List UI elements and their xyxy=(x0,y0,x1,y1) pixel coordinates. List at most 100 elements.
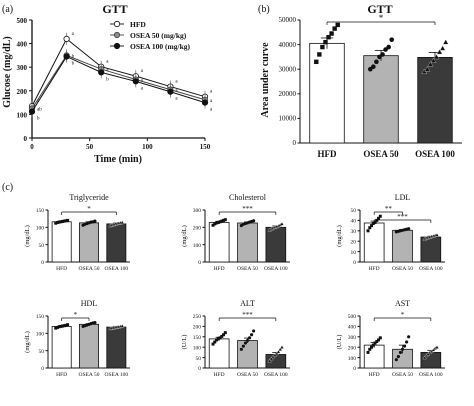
gtt_auc-data-point xyxy=(386,44,391,50)
ldl-ytick-label: 50 xyxy=(351,208,357,214)
ldl-data-point xyxy=(378,214,382,218)
alt-data-point xyxy=(223,331,227,335)
gtt_auc-data-point xyxy=(320,44,325,50)
hdl-title: HDL xyxy=(81,299,98,308)
cholesterol-title: Cholesterol xyxy=(229,193,267,202)
triglyceride-category-label: OSEA 50 xyxy=(79,266,100,272)
gtt_auc-ytick-label: 0 xyxy=(293,139,297,147)
ast-data-point xyxy=(422,355,427,360)
gtt_auc-sig-label: * xyxy=(379,13,384,23)
gtt_auc-data-point xyxy=(374,59,379,65)
ldl-ytick-label: 40 xyxy=(351,219,357,225)
hdl-bar-osea-50 xyxy=(79,323,99,369)
gtt-line-sig-letter: a xyxy=(210,99,213,104)
ldl-chart: LDL (mg/dL) 0 10 20 30 40 50 HFD OSEA 50 OSEA 100 *… xyxy=(336,193,445,272)
ldl-data-point xyxy=(368,226,372,230)
cholesterol-data-point xyxy=(213,222,217,226)
gtt-line-point xyxy=(201,99,209,106)
ast-ytick-label: 400 xyxy=(348,325,357,331)
alt-data-point xyxy=(250,333,254,337)
alt-ylabel: (U/L) xyxy=(181,335,188,350)
gtt-line-ytick-label: 200 xyxy=(17,88,28,96)
gtt-line-ytick-label: 500 xyxy=(17,17,28,25)
cholesterol-data-point xyxy=(222,218,226,222)
gtt-line-sig-letter: a xyxy=(175,97,178,102)
triglyceride-data-point xyxy=(120,220,125,225)
cholesterol-bar-osea-100 xyxy=(265,226,287,263)
ast-category-label: OSEA 100 xyxy=(419,372,443,378)
legend-marker-osea-50-mg-kg xyxy=(113,31,121,39)
triglyceride-title: Triglyceride xyxy=(69,193,109,202)
alt-ytick-label: 100 xyxy=(193,345,202,351)
gtt-line-sig-letter: a xyxy=(106,68,109,73)
cholesterol-ytick-label: 300 xyxy=(193,208,202,214)
gtt-line-sig-letter: a xyxy=(106,60,109,65)
cholesterol-ytick-label: 200 xyxy=(193,226,202,232)
cholesterol-ytick-label: 0 xyxy=(198,260,201,266)
ldl-bar-hfd xyxy=(363,222,385,263)
gtt-line-xtick-label: 150 xyxy=(200,143,211,151)
alt-data-point xyxy=(269,356,274,361)
gtt_auc-data-point xyxy=(424,66,431,72)
ast-ytick-label: 200 xyxy=(348,345,357,351)
ast-data-point xyxy=(366,350,370,354)
gtt-line-point xyxy=(28,108,36,115)
hdl-data-point xyxy=(93,321,97,325)
cholesterol-data-point xyxy=(216,220,220,224)
ast-data-point xyxy=(398,350,403,354)
ast-data-point xyxy=(371,343,375,347)
gtt-line-sig-letter: b xyxy=(72,62,75,67)
alt-ytick-label: 200 xyxy=(193,325,202,331)
gtt-line-sig-letter: b xyxy=(106,77,109,82)
gtt-line-sig-letter: ab xyxy=(37,108,42,113)
ast-bar-hfd xyxy=(363,344,385,369)
gtt-line-series-osea-50-mg-kg xyxy=(31,54,206,109)
gtt-line-point xyxy=(63,53,70,60)
triglyceride-data-point xyxy=(59,220,63,224)
hdl-data-point xyxy=(57,325,61,329)
alt-data-point xyxy=(247,336,252,340)
alt-data-point xyxy=(216,337,220,341)
ldl-data-point xyxy=(377,216,381,220)
ast-data-point xyxy=(434,345,440,349)
legend-marker-osea-100-mg-kg xyxy=(113,42,121,50)
gtt_auc-category-label: OSEA 50 xyxy=(363,149,399,159)
ast-ytick-label: 500 xyxy=(348,314,357,320)
hdl-ytick-label: 100 xyxy=(36,332,45,338)
gtt-line-sig-letter: b xyxy=(37,117,40,122)
ldl-sig-label: ** xyxy=(385,205,393,213)
triglyceride-bar-hfd xyxy=(51,221,72,263)
gtt-line-chart: GTT Glucose (mg/dL) Time (min) 0 100 200 30… xyxy=(2,2,213,165)
ast-data-point xyxy=(370,345,374,349)
gtt_auc-ytick-label: 20000 xyxy=(279,90,297,98)
cholesterol-data-point xyxy=(211,223,215,227)
hdl-ytick-label: 0 xyxy=(41,366,44,372)
gtt_auc-ytick-label: 30000 xyxy=(279,65,297,73)
gtt_auc-data-point xyxy=(380,52,385,57)
ast-data-point xyxy=(375,339,379,343)
alt-sig-label: *** xyxy=(242,311,253,319)
gtt_auc-ytick-label: 10000 xyxy=(279,115,297,123)
hdl-data-point xyxy=(120,323,125,328)
ast-ytick-label: 300 xyxy=(348,335,357,341)
alt-data-point xyxy=(245,338,250,343)
gtt-line-series-osea-100-mg-kg xyxy=(31,55,206,112)
gtt_auc-bar-osea-100 xyxy=(417,56,453,144)
legend-label-osea-100-mg-kg: OSEA 100 (mg/kg) xyxy=(130,42,191,51)
ast-ytick-label: 0 xyxy=(353,366,356,372)
ast-data-point xyxy=(368,347,372,351)
triglyceride-data-point xyxy=(54,221,58,225)
ast-chart: AST (U/L) 0 100 200 300 400 500 HFD OSEA 50 OSEA 1… xyxy=(336,299,445,378)
triglyceride-data-point xyxy=(66,218,70,222)
cholesterol-data-point xyxy=(215,221,219,225)
panel-label-a: (a) xyxy=(2,4,13,15)
gtt_auc-category-label: OSEA 100 xyxy=(415,149,455,159)
alt-title: ALT xyxy=(240,299,255,308)
ast-bar-osea-100 xyxy=(420,351,442,369)
triglyceride-ytick-label: 100 xyxy=(36,226,45,232)
gtt_auc-ytick-label: 40000 xyxy=(279,41,297,49)
triglyceride-ytick-label: 50 xyxy=(39,243,45,249)
alt-data-point xyxy=(220,334,224,338)
